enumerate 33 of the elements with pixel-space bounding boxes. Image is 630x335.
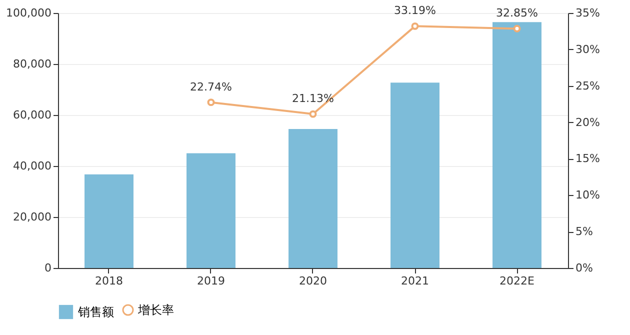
data-label: 32.85% bbox=[496, 6, 538, 20]
y-tick-label: 0 bbox=[44, 262, 52, 274]
y-tick-label: 100,000 bbox=[6, 6, 52, 20]
y-tick-label: 20,000 bbox=[13, 210, 52, 224]
y2-tick-label: 20% bbox=[576, 116, 600, 129]
point bbox=[411, 22, 419, 30]
bar bbox=[492, 22, 542, 268]
y2-tick-label: 10% bbox=[576, 188, 600, 202]
bar bbox=[186, 153, 236, 268]
point bbox=[207, 98, 215, 106]
point bbox=[513, 24, 521, 32]
x-tick-label: 2018 bbox=[95, 274, 123, 288]
bar bbox=[84, 174, 134, 268]
point bbox=[309, 110, 317, 118]
y-tick-label: 80,000 bbox=[13, 58, 52, 70]
y2-tick-label: 25% bbox=[576, 79, 600, 92]
x-tick-label: 2020 bbox=[299, 274, 327, 288]
bar bbox=[288, 129, 338, 268]
y2-tick-label: 0% bbox=[576, 262, 593, 274]
y2-tick-label: 30% bbox=[576, 42, 600, 56]
y-tick-label: 40,000 bbox=[13, 160, 52, 172]
x-tick-label: 2019 bbox=[197, 274, 225, 288]
x-tick-label: 2022E bbox=[500, 274, 535, 288]
legend-label: 增长率 bbox=[137, 303, 174, 317]
bar bbox=[390, 82, 440, 268]
x-tick-label: 2021 bbox=[401, 274, 429, 288]
data-label: 33.19% bbox=[394, 4, 436, 18]
y-tick-label: 60,000 bbox=[13, 108, 52, 122]
legend-label: 销售额 bbox=[77, 305, 114, 319]
y2-tick-label: 35% bbox=[576, 6, 600, 20]
data-label: 22.74% bbox=[190, 80, 232, 94]
y2-tick-label: 15% bbox=[576, 152, 600, 166]
y2-tick-label: 5% bbox=[576, 225, 593, 238]
